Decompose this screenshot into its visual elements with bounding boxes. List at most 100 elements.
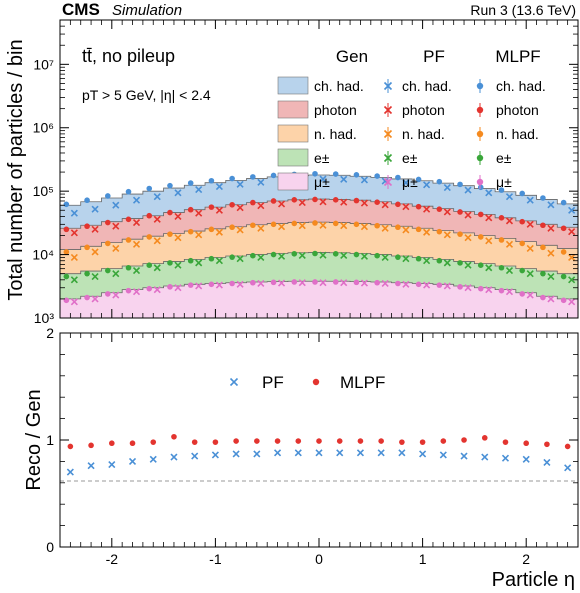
mlpf-marker-photon bbox=[291, 197, 298, 203]
legend-label-pf: μ± bbox=[402, 174, 418, 190]
gen-outline-ele bbox=[60, 252, 578, 275]
mlpf-marker-n_had bbox=[415, 226, 422, 233]
legend-label-gen: photon bbox=[314, 102, 357, 118]
ratio-marker-mlpf bbox=[233, 438, 239, 444]
pf-marker-ch_had bbox=[505, 193, 514, 201]
mlpf-marker-photon bbox=[560, 225, 567, 232]
mlpf-marker-n_had bbox=[374, 222, 380, 229]
mlpf-marker-ele bbox=[353, 251, 360, 258]
cms-label: CMS bbox=[62, 0, 100, 19]
pf-marker-n_had bbox=[174, 234, 182, 242]
ratio-marker-pf bbox=[273, 449, 282, 457]
mlpf-marker-mu bbox=[63, 297, 70, 304]
pf-marker-ele bbox=[91, 273, 99, 281]
mlpf-marker-photon bbox=[436, 206, 443, 212]
pf-marker-mu bbox=[277, 279, 286, 287]
pf-marker-ch_had bbox=[423, 181, 431, 189]
mlpf-marker-photon bbox=[167, 209, 173, 216]
mlpf-marker-ch_had bbox=[395, 174, 401, 181]
mlpf-marker-photon bbox=[125, 216, 132, 223]
ratio-marker-mlpf bbox=[254, 438, 260, 444]
process-label: tt̄, no pileup bbox=[82, 46, 175, 66]
mlpf-marker-n_had bbox=[436, 228, 443, 235]
ratio-marker-mlpf bbox=[336, 438, 343, 444]
mlpf-marker-photon bbox=[353, 197, 360, 204]
pf-marker-mu bbox=[485, 286, 493, 294]
ratio-marker-mlpf bbox=[357, 438, 364, 444]
pf-marker-n_had bbox=[340, 222, 348, 230]
mlpf-marker-photon bbox=[540, 222, 546, 229]
ratio-marker-pf bbox=[481, 453, 489, 461]
mlpf-marker-ch_had bbox=[167, 182, 173, 189]
pf-marker-ele bbox=[340, 251, 348, 259]
gen-outline-mu bbox=[60, 280, 578, 300]
pf-marker-n_had bbox=[298, 222, 306, 230]
pf-marker-mu bbox=[340, 279, 348, 287]
mlpf-marker-ele bbox=[374, 252, 380, 259]
mlpf-marker-mu bbox=[187, 282, 194, 288]
ratio-marker-pf bbox=[356, 449, 365, 457]
mlpf-marker-ch_had bbox=[270, 172, 277, 179]
mlpf-marker-mu bbox=[250, 279, 256, 286]
main-plot-axes: 10³ 10⁴ 10⁵ 10⁶ 10⁷ bbox=[32, 19, 579, 326]
pf-marker-ele bbox=[443, 259, 451, 267]
x-tick-label: 0 bbox=[315, 551, 323, 567]
pf-marker-n_had bbox=[381, 224, 389, 232]
pf-marker-photon bbox=[70, 229, 78, 237]
ratio-legend-marker-pf bbox=[229, 377, 239, 387]
ratio-marker-mlpf bbox=[502, 439, 509, 445]
ratio-marker-mlpf bbox=[523, 440, 529, 447]
mlpf-marker-photon bbox=[250, 199, 256, 206]
pf-marker-mu bbox=[443, 282, 451, 290]
mlpf-marker-ele bbox=[208, 255, 215, 262]
pf-marker-ch_had bbox=[360, 176, 369, 184]
pf-marker-n_had bbox=[547, 249, 555, 257]
pf-marker-ele bbox=[277, 252, 286, 260]
pf-marker-ele bbox=[153, 264, 161, 272]
mlpf-marker-n_had bbox=[291, 220, 298, 227]
ratio-legend-label-mlpf: MLPF bbox=[340, 373, 385, 392]
ratio-marker-mlpf bbox=[212, 439, 219, 445]
pf-marker-photon bbox=[443, 208, 451, 216]
mlpf-marker-n_had bbox=[498, 237, 505, 243]
pf-marker-n_had bbox=[464, 234, 472, 242]
ratio-marker-pf bbox=[439, 451, 447, 459]
mlpf-marker-ch_had bbox=[250, 174, 256, 180]
pf-marker-mu bbox=[236, 280, 244, 288]
pf-marker-ele bbox=[195, 259, 203, 267]
ratio-marker-mlpf bbox=[399, 439, 405, 445]
mlpf-marker-ch_had bbox=[84, 197, 90, 204]
pf-marker-n_had bbox=[132, 240, 141, 248]
mlpf-marker-ch_had bbox=[477, 184, 484, 191]
ratio-marker-pf bbox=[419, 450, 427, 458]
pf-marker-ch_had bbox=[568, 206, 576, 214]
mlpf-marker-ch_had bbox=[353, 172, 360, 178]
pf-marker-mu bbox=[112, 291, 120, 299]
legend-swatch-gen-n_had bbox=[277, 124, 309, 143]
ratio-legend: PF MLPF bbox=[229, 373, 385, 392]
ratio-markers bbox=[66, 433, 572, 476]
legend-label-gen: e± bbox=[314, 150, 330, 166]
pf-marker-n_had bbox=[277, 223, 286, 231]
mlpf-marker-n_had bbox=[187, 228, 194, 235]
mlpf-marker-mu bbox=[540, 294, 546, 301]
pf-marker-ch_had bbox=[485, 189, 493, 197]
legend-label-pf: ch. had. bbox=[402, 78, 452, 94]
mlpf-marker-photon bbox=[187, 206, 194, 213]
pf-marker-photon bbox=[153, 215, 161, 223]
mlpf-marker-photon bbox=[208, 204, 215, 210]
legend-label-pf: n. had. bbox=[402, 126, 445, 142]
mlpf-marker-ch_had bbox=[332, 171, 339, 177]
mlpf-marker-ele bbox=[105, 267, 111, 274]
pf-marker-ele bbox=[568, 276, 576, 284]
mlpf-marker-mu bbox=[229, 280, 235, 287]
pf-marker-ch_had bbox=[547, 201, 555, 209]
mlpf-marker-ele bbox=[457, 260, 463, 266]
mlpf-marker-mu bbox=[498, 287, 505, 294]
ratio-marker-pf bbox=[460, 452, 468, 460]
mlpf-marker-mu bbox=[312, 279, 318, 285]
mlpf-marker-photon bbox=[332, 197, 339, 203]
mlpf-marker-n_had bbox=[84, 244, 90, 251]
mlpf-marker-ele bbox=[395, 254, 401, 260]
ratio-marker-pf bbox=[501, 454, 510, 462]
